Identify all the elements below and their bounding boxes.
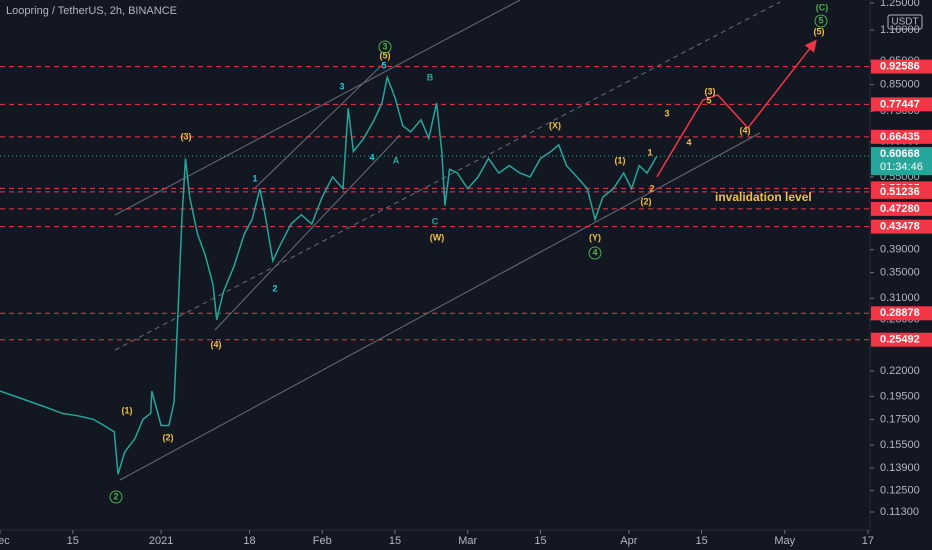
- level-label: 0.47280: [880, 203, 920, 215]
- y-tick-label: 1.25000: [880, 0, 920, 9]
- level-box: [871, 306, 932, 321]
- wave-label: C: [432, 216, 439, 226]
- channel-line: [114, 1, 781, 351]
- wave-label: 5: [818, 15, 823, 25]
- wave-label: (X): [549, 120, 561, 130]
- level-box: [871, 201, 932, 216]
- wave-label: 2: [113, 491, 118, 501]
- level-box: [871, 184, 932, 199]
- x-tick-label: Apr: [620, 535, 637, 547]
- channel-line: [214, 134, 401, 331]
- x-tick-label: Dec: [0, 535, 10, 547]
- wave-label: (C): [816, 2, 829, 12]
- wave-label: 4: [686, 137, 691, 147]
- channel-line: [254, 61, 386, 189]
- y-tick-label: 0.22000: [880, 365, 920, 377]
- wave-label: 5: [706, 95, 711, 105]
- wave-label: invalidation level: [715, 190, 812, 204]
- wave-label: 2: [272, 283, 277, 293]
- y-tick-label: 0.31000: [880, 292, 920, 304]
- level-box: [871, 219, 932, 234]
- wave-label: 4: [592, 247, 597, 257]
- last-price-box: [871, 147, 932, 176]
- wave-circle: [109, 490, 123, 504]
- wave-label: (1): [615, 155, 626, 165]
- chart-title: Loopring / TetherUS, 2h, BINANCE: [6, 5, 177, 17]
- x-tick-label: 17: [862, 535, 874, 547]
- x-tick-label: 15: [695, 535, 707, 547]
- level-box: [871, 97, 932, 112]
- y-tick-label: 0.85000: [880, 79, 920, 91]
- currency: USDT: [891, 17, 918, 28]
- y-tick-label: 0.19500: [880, 390, 920, 402]
- level-label: 0.51236: [880, 186, 920, 198]
- x-tick-label: 15: [67, 535, 79, 547]
- wave-label: 1: [647, 147, 652, 157]
- price-line: [0, 74, 658, 475]
- channel-line: [114, 0, 521, 216]
- wave-label: 3: [339, 81, 344, 91]
- wave-label: B: [427, 72, 434, 82]
- x-tick-label: Feb: [313, 535, 332, 547]
- wave-label: (3): [705, 86, 716, 96]
- trendlines: [114, 0, 781, 481]
- wave-circle: [378, 40, 392, 54]
- wave-label: (Y): [589, 232, 601, 242]
- wave-circle: [814, 14, 828, 28]
- level-box: [871, 59, 932, 74]
- y-tick-label: 1.10000: [880, 24, 920, 36]
- y-tick-label: 0.35000: [880, 266, 920, 278]
- y-tick-label: 0.12500: [880, 485, 920, 497]
- level-label: 0.28878: [880, 307, 920, 319]
- level-box: [871, 129, 932, 144]
- x-tick-label: 15: [534, 535, 546, 547]
- countdown: 01:34:46: [880, 161, 923, 173]
- level-label: 0.25492: [880, 334, 920, 346]
- wave-label: 5: [381, 60, 386, 70]
- wave-label: (5): [814, 26, 825, 36]
- level-label: 0.77447: [880, 98, 920, 110]
- x-tick-label: 2021: [149, 535, 173, 547]
- last-price-label: 0.60668: [880, 148, 920, 160]
- x-tick-label: Mar: [458, 535, 477, 547]
- level-box: [871, 332, 932, 347]
- wave-label: (2): [163, 432, 174, 442]
- wave-circle: [588, 246, 602, 260]
- wave-label: (4): [740, 125, 751, 135]
- wave-label: (5): [380, 50, 391, 60]
- projection-path: [656, 39, 817, 178]
- channel-line: [119, 132, 761, 481]
- x-tick-label: 15: [389, 535, 401, 547]
- y-tick-label: 0.11300: [880, 506, 919, 518]
- level-label: 0.92586: [880, 60, 920, 72]
- wave-label: 1: [252, 173, 257, 183]
- wave-label: A: [393, 155, 400, 165]
- wave-label: (3): [181, 131, 192, 141]
- x-tick-label: May: [774, 535, 795, 547]
- wave-label: 2: [649, 183, 654, 193]
- level-label: 0.66435: [880, 131, 920, 143]
- x-tick-label: 18: [243, 535, 255, 547]
- y-tick-label: 0.15500: [880, 439, 920, 451]
- wave-label: 4: [369, 152, 374, 162]
- wave-label: (W): [430, 232, 445, 242]
- y-tick-label: 0.17500: [880, 413, 920, 425]
- wave-label: (2): [641, 196, 652, 206]
- wave-label: 3: [382, 41, 387, 51]
- y-tick-label: 0.39000: [880, 244, 920, 256]
- wave-label: (4): [211, 339, 222, 349]
- wave-label: (1): [122, 405, 133, 415]
- level-label: 0.43478: [880, 221, 920, 233]
- wave-label: 3: [664, 108, 669, 118]
- y-tick-label: 0.13900: [880, 462, 920, 474]
- currency-box: [887, 14, 923, 30]
